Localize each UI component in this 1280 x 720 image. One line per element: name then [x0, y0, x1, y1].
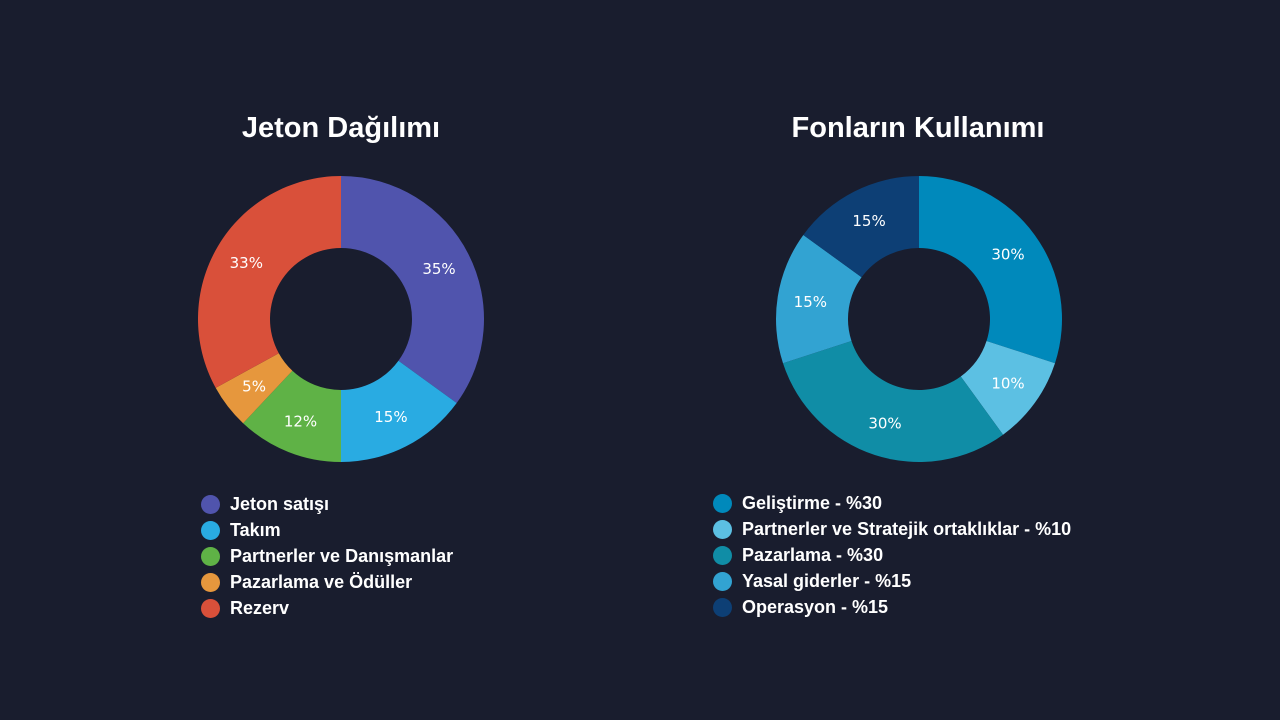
slice-label: 30%: [868, 415, 901, 433]
legend-swatch: [713, 545, 732, 565]
legend-item: Geliştirme - %30: [713, 490, 1071, 516]
legend-label: Partnerler ve Stratejik ortaklıklar - %1…: [742, 518, 1072, 539]
legend-swatch: [201, 572, 220, 592]
legend-swatch: [201, 598, 220, 618]
legend-label: Operasyon - %15: [742, 596, 889, 617]
pie-slice: [782, 340, 1004, 462]
slice-label: 33%: [230, 254, 263, 272]
pie-slice: [960, 340, 1056, 435]
slice-label: 30%: [991, 245, 1024, 263]
donut-chart: 30% 10% 30% 15% 15%: [776, 176, 1062, 462]
slice-label: 15%: [374, 408, 407, 426]
legend-swatch: [201, 494, 220, 514]
legend-label: Takım: [230, 519, 281, 540]
legend-item: Partnerler ve Stratejik ortaklıklar - %1…: [713, 516, 1071, 542]
legend: Jeton satışı Takım Partnerler ve Danışma…: [201, 491, 453, 621]
legend-label: Partnerler ve Danışmanlar: [230, 545, 454, 566]
pie-slice: [919, 176, 1062, 364]
legend: Geliştirme - %30 Partnerler ve Stratejik…: [713, 490, 1071, 620]
slice-label: 12%: [284, 412, 317, 430]
legend-label: Yasal giderler - %15: [742, 570, 912, 591]
slice-label: 15%: [794, 293, 827, 311]
pie-slice: [197, 175, 341, 388]
legend-item: Partnerler ve Danışmanlar: [201, 543, 453, 569]
pie-slice: [215, 353, 293, 424]
legend-item: Jeton satışı: [201, 491, 453, 517]
legend-label: Pazarlama - %30: [742, 544, 884, 565]
legend-label: Rezerv: [230, 597, 290, 618]
legend-item: Yasal giderler - %15: [713, 568, 1071, 594]
chart-title: Jeton Dağılımı: [241, 112, 441, 144]
legend-label: Geliştirme - %30: [742, 492, 883, 513]
legend-item: Operasyon - %15: [713, 594, 1071, 620]
legend-item: Rezerv: [201, 595, 453, 621]
legend-swatch: [713, 493, 732, 513]
legend-item: Takım: [201, 517, 453, 543]
donut-chart: 35% 15% 12% 5% 33%: [197, 175, 484, 462]
legend-swatch: [713, 571, 732, 591]
chart-title: Fonların Kullanımı: [791, 112, 1045, 144]
chart-fonlarin-kullanimi: Fonların Kullanımı 30% 10% 30% 15% 15% Geliş…: [640, 0, 1280, 720]
legend-item: Pazarlama ve Ödüller: [201, 569, 453, 595]
slice-label: 15%: [852, 212, 885, 230]
slice-label: 10%: [991, 375, 1024, 393]
legend-swatch: [713, 519, 732, 539]
chart-jeton-dagilimi: Jeton Dağılımı 35% 15% 12% 5% 33% Jeton satı…: [197, 112, 484, 621]
legend-swatch: [201, 520, 220, 540]
pie-slice: [776, 234, 862, 364]
legend-label: Jeton satışı: [230, 493, 330, 514]
legend-label: Pazarlama ve Ödüller: [230, 571, 413, 592]
pie-slice: [341, 176, 484, 404]
pie-slice: [803, 176, 919, 278]
legend-swatch: [201, 546, 220, 566]
legend-swatch: [713, 597, 732, 617]
pie-slice: [341, 360, 457, 462]
pie-slice: [243, 370, 341, 462]
legend-item: Pazarlama - %30: [713, 542, 1071, 568]
slice-label: 35%: [422, 260, 455, 278]
slice-label: 5%: [242, 377, 266, 395]
